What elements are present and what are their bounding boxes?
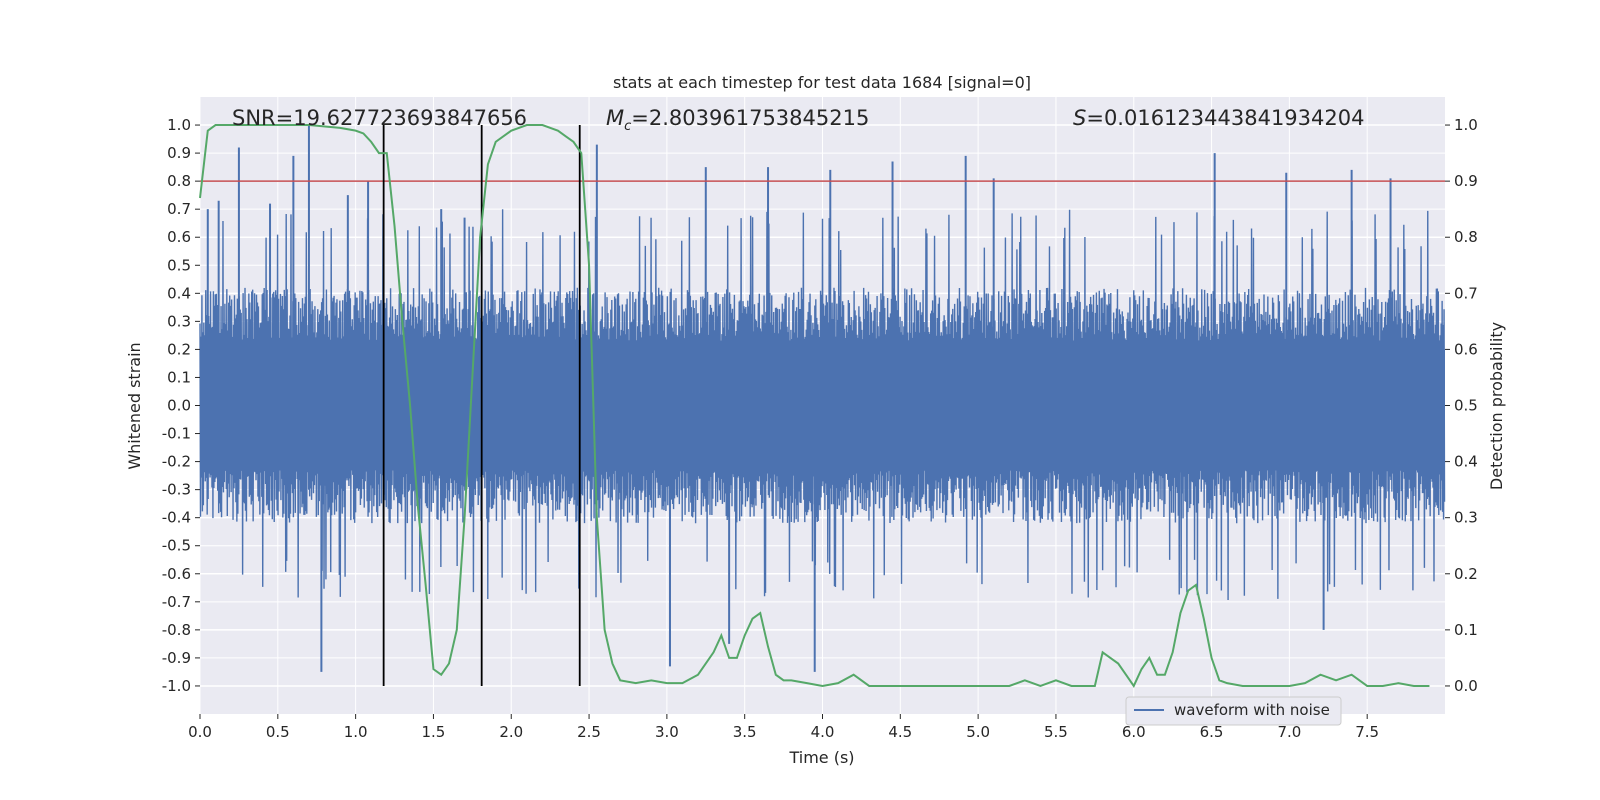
y-tick-label: 0.8 [167,172,191,190]
y-tick-label: 0.7 [167,200,191,218]
x-axis-label: Time (s) [788,748,854,767]
y2-tick-label: 0.0 [1454,677,1478,695]
y2-tick-label: 0.5 [1454,397,1478,415]
chirp-mass-annotation: Mc=2.803961753845215 [606,106,869,134]
axes: 1.0 0.9 0.8 0.7 0.6 0.5 0.4 0.3 0.2 0.1 0.0 -0.1 -0.… [162,116,1478,741]
y-tick-label: -0.6 [162,565,191,583]
x-tick-label: 6.5 [1200,723,1224,741]
probability-series [199,124,1430,688]
s-symbol: S [1073,106,1086,130]
waveform-core [200,349,1445,462]
x-tick-label: 4.0 [811,723,835,741]
y-tick-label: -0.7 [162,593,191,611]
y-tick-label: 0.4 [167,284,191,302]
legend-label: waveform with noise [1174,701,1330,719]
s-annotation: S=0.016123443841934204 [1073,106,1364,130]
x-tick-label: 2.0 [499,723,523,741]
y-tick-label: -0.1 [162,425,191,443]
y-tick-label: -0.2 [162,453,191,471]
y-tick-label: -0.3 [162,481,191,499]
s-value: =0.016123443841934204 [1086,106,1364,130]
snr-annotation: SNR=19.627723693847656 [232,106,527,130]
y-tick-label: 1.0 [167,116,191,134]
y-tick-label: 0.2 [167,340,191,358]
chirp-mass-subscript: c [624,119,631,134]
chart-title: stats at each timestep for test data 168… [613,73,1031,92]
x-tick-label: 7.5 [1355,723,1379,741]
y-tick-label: 0.1 [167,368,191,386]
x-tick-label: 2.5 [577,723,601,741]
x-tick-label: 3.5 [733,723,757,741]
chirp-mass-symbol: M [606,106,624,130]
y2-axis-label: Detection probability [1487,322,1506,490]
x-tick-label: 0.0 [188,723,212,741]
y-tick-label: -1.0 [162,677,191,695]
x-tick-label: 1.0 [344,723,368,741]
legend-box [1125,696,1342,726]
y2-tick-label: 0.8 [1454,228,1478,246]
y2-tick-label: 0.4 [1454,453,1478,471]
y-tick-label: -0.9 [162,649,191,667]
y2-tick-label: 0.6 [1454,340,1478,358]
x-tick-label: 7.0 [1277,723,1301,741]
y2-tick-label: 1.0 [1454,116,1478,134]
y-tick-label: 0.9 [167,144,191,162]
x-tick-label: 1.5 [422,723,446,741]
y2-tick-label: 0.7 [1454,284,1478,302]
y2-tick-label: 0.9 [1454,172,1478,190]
x-tick-label: 3.0 [655,723,679,741]
y2-tick-label: 0.2 [1454,565,1478,583]
y2-tick-label: 0.1 [1454,621,1478,639]
chirp-mass-value: =2.803961753845215 [631,106,869,130]
y-axis-label: Whitened strain [125,342,144,469]
y2-tick-label: 0.3 [1454,509,1478,527]
y-tick-label: 0.5 [167,256,191,274]
y-tick-label: -0.5 [162,537,191,555]
y-tick-label: -0.4 [162,509,191,527]
y-tick-label: 0.6 [167,228,191,246]
y-tick-label: 0.0 [167,397,191,415]
x-tick-label: 0.5 [266,723,290,741]
detection-probability-line [199,124,1430,688]
y-tick-label: -0.8 [162,621,191,639]
y-tick-label: 0.3 [167,312,191,330]
x-tick-label: 5.5 [1044,723,1068,741]
x-tick-label: 5.0 [966,723,990,741]
x-tick-label: 6.0 [1122,723,1146,741]
x-tick-label: 4.5 [888,723,912,741]
legend: waveform with noise [1125,696,1342,726]
